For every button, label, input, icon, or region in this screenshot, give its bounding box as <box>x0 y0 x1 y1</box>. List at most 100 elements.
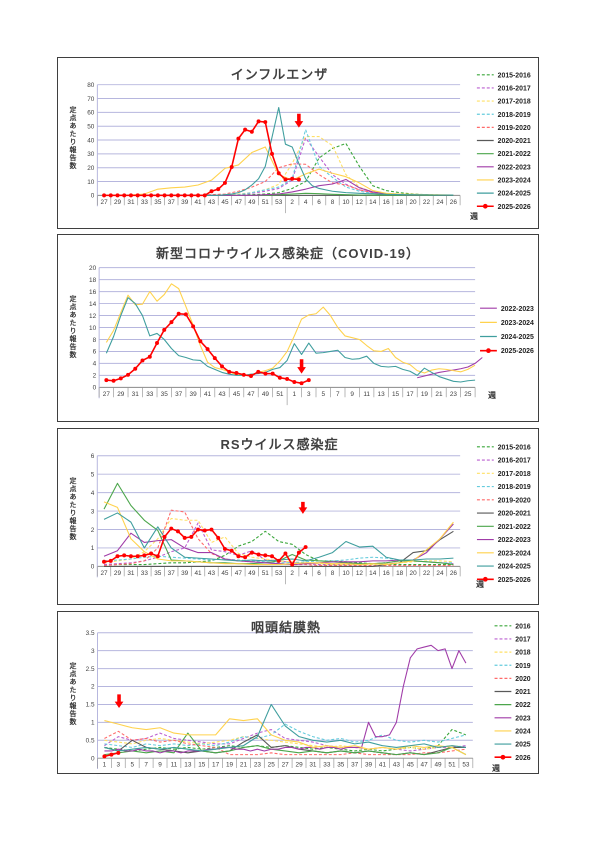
x-tick-label: 31 <box>309 762 317 769</box>
x-tick-label: 51 <box>262 570 270 577</box>
x-tick-label: 45 <box>221 570 229 577</box>
legend-label: 2024 <box>515 728 531 735</box>
legend-item: 2020-2021 <box>476 511 531 518</box>
rs-virus-chart-panel: 0 1 2 3 4 5 6 27 29 31 33 35 37 39 41 43 45 47 49 51 53 2 4 6 8 1… <box>57 428 539 605</box>
x-tick-label: 45 <box>407 762 415 769</box>
x-tick-label: 47 <box>421 762 429 769</box>
series-2017 <box>104 728 466 752</box>
legend-item: 2021-2022 <box>476 524 531 531</box>
x-tick-label: 31 <box>132 391 140 398</box>
legend-item: 2024-2025 <box>476 191 531 198</box>
x-tick-label: 14 <box>369 199 377 206</box>
legend-item: 2024 <box>494 728 531 735</box>
legend-item: 2025-2026 <box>476 577 531 584</box>
y-tick-label: 18 <box>89 277 97 284</box>
legend-label: 2020-2021 <box>498 138 531 145</box>
legend-item: 2024-2025 <box>480 334 534 341</box>
x-tick-label: 1 <box>293 391 297 398</box>
x-axis-ticks: 1 3 5 7 9 11 13 15 17 19 21 23 25 27 29 31 33 35 37 39 41 43 4… <box>97 758 474 769</box>
series-2020 <box>104 730 466 756</box>
y-tick-label: 0 <box>93 385 97 392</box>
x-tick-label: 10 <box>342 570 350 577</box>
y-axis-title: 定点あたり報告数 <box>69 295 76 359</box>
legend-item: 2020 <box>494 676 531 683</box>
y-tick-label: 5 <box>91 471 95 478</box>
x-tick-label: 39 <box>181 570 189 577</box>
legend: 2022-2023 2023-2024 2024-2025 2025-2026 <box>480 306 534 355</box>
y-axis-title: 定点あたり報告数 <box>69 662 76 726</box>
x-tick-label: 20 <box>410 570 418 577</box>
x-tick-label: 12 <box>356 570 364 577</box>
legend-label: 2021-2022 <box>498 151 531 158</box>
series-2025-2026-markers <box>102 119 301 198</box>
legend-label: 2018-2019 <box>498 484 531 491</box>
x-tick-label: 26 <box>450 570 458 577</box>
series-2021-2022 <box>103 482 454 566</box>
y-tick-label: 10 <box>89 325 97 332</box>
y-tick-label: 12 <box>89 313 97 320</box>
x-tick-label: 4 <box>304 570 308 577</box>
legend-item: 2016-2017 <box>476 458 531 465</box>
legend-item: 2019-2020 <box>476 497 531 504</box>
legend: 2016 2017 2018 2019 2020 2021 2022 2023 2024 2025… <box>494 623 531 762</box>
legend-label: 2019 <box>515 663 531 670</box>
gridlines: 0 10 20 30 40 50 60 70 80 <box>87 82 461 207</box>
legend-label: 2016-2017 <box>498 86 531 93</box>
y-tick-label: 0 <box>91 564 95 571</box>
legend-label: 2021 <box>515 689 531 696</box>
x-tick-label: 43 <box>218 391 226 398</box>
x-tick-label: 13 <box>184 762 192 769</box>
y-tick-label: 14 <box>89 301 97 308</box>
x-tick-label: 53 <box>275 570 283 577</box>
x-tick-label: 16 <box>383 199 391 206</box>
x-tick-label: 35 <box>337 762 345 769</box>
x-tick-label: 31 <box>127 570 135 577</box>
x-tick-label: 15 <box>392 391 400 398</box>
x-axis-title: 週 <box>492 764 500 773</box>
x-tick-label: 6 <box>317 199 321 206</box>
legend-item: 2026 <box>494 755 531 762</box>
x-axis-ticks: 27 29 31 33 35 37 39 41 43 45 47 49 51 53 2 4 6 8 10 12 14 16… <box>96 566 461 585</box>
legend-label: 2018 <box>515 650 531 657</box>
series-2026-markers <box>102 750 121 759</box>
legend-item: 2021-2022 <box>476 151 531 158</box>
legend-item: 2025-2026 <box>476 204 531 211</box>
x-tick-label: 24 <box>436 570 444 577</box>
legend-label: 2022-2023 <box>501 306 534 313</box>
x-tick-label: 15 <box>198 762 206 769</box>
legend-label: 2025-2026 <box>498 204 531 211</box>
x-tick-label: 6 <box>317 570 321 577</box>
x-tick-label: 25 <box>464 391 472 398</box>
legend-item: 2017 <box>494 637 531 644</box>
x-tick-label: 7 <box>336 391 340 398</box>
legend-label: 2015-2016 <box>498 444 531 451</box>
x-axis-ticks: 27 29 31 33 35 37 39 41 43 45 47 49 51 1 3 5 7 9 11 13 15 17 1… <box>98 387 476 406</box>
current-week-arrow-icon <box>298 501 308 514</box>
x-tick-label: 21 <box>240 762 248 769</box>
x-tick-label: 35 <box>154 199 162 206</box>
pharyngoconjunctival-fever-chart-canvas: 00.511.522.533.51 3 5 7 9 11 13 15 17 19 21 23 25 27 2… <box>86 623 531 770</box>
x-tick-label: 17 <box>406 391 414 398</box>
x-tick-label: 41 <box>204 391 212 398</box>
y-tick-label: 10 <box>87 179 95 186</box>
x-tick-label: 39 <box>190 391 198 398</box>
legend-item: 2022-2023 <box>476 164 531 171</box>
x-tick-label: 14 <box>369 570 377 577</box>
x-axis-ticks: 27 29 31 33 35 37 39 41 43 45 47 49 51 53 2 4 6 8 10 12 14 16… <box>97 195 461 214</box>
series-2024-2025 <box>104 106 454 196</box>
legend-label: 2017-2018 <box>498 99 531 106</box>
legend-label: 2019-2020 <box>498 125 531 132</box>
series-2025 <box>104 703 466 752</box>
legend-item: 2018-2019 <box>476 112 531 119</box>
x-tick-label: 41 <box>195 199 203 206</box>
x-tick-label: 26 <box>450 199 458 206</box>
legend-label: 2015-2016 <box>498 72 531 79</box>
x-tick-label: 13 <box>378 391 386 398</box>
x-tick-label: 29 <box>117 391 125 398</box>
x-tick-label: 19 <box>421 391 429 398</box>
x-tick-label: 41 <box>194 570 202 577</box>
legend: 2015-2016 2016-2017 2017-2018 2018-2019 2019… <box>476 444 531 584</box>
x-tick-label: 29 <box>296 762 304 769</box>
series-2023-2024 <box>103 501 454 566</box>
x-tick-label: 10 <box>342 199 350 206</box>
